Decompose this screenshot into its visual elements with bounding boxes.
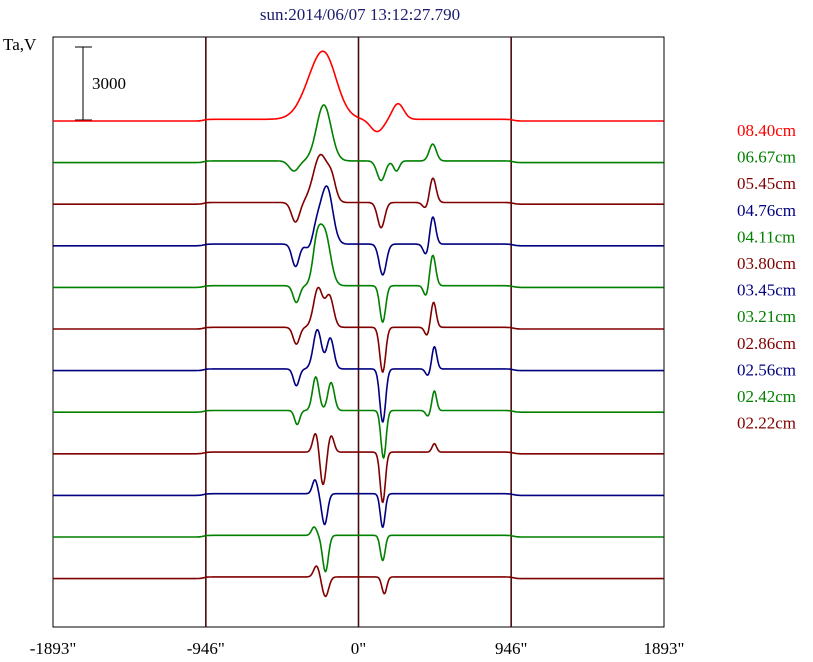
x-tick-label: -1893": [30, 639, 77, 658]
x-tick-label: 946": [495, 639, 527, 658]
series-line: [52, 526, 664, 573]
y-axis-label: Ta,V: [3, 35, 37, 54]
x-tick-label: 1893": [644, 639, 685, 658]
legend-entry: 03.80cm: [737, 254, 796, 273]
scale-bar: 3000: [75, 46, 126, 121]
series-line: [52, 286, 664, 373]
x-tick-label: -946": [187, 639, 225, 658]
series-line: [52, 565, 664, 598]
series-line: [52, 479, 664, 528]
legend-entry: 05.45cm: [737, 174, 796, 193]
series-line: [52, 376, 664, 459]
legend: 08.40cm 06.67cm 05.45cm 04.76cm 04.11cm 03.80…: [737, 121, 796, 433]
x-tick-labels: -1893" -946" 0" 946" 1893": [30, 639, 685, 658]
legend-entry: 04.76cm: [737, 201, 796, 220]
legend-entry: 02.56cm: [737, 360, 796, 379]
series-line: [52, 433, 664, 504]
vertical-gridlines: [205, 37, 512, 627]
legend-entry: 02.42cm: [737, 387, 796, 406]
legend-entry: 03.21cm: [737, 307, 796, 326]
scale-bar-label: 3000: [92, 74, 126, 93]
legend-entry: 04.11cm: [737, 227, 795, 246]
series-line: [52, 185, 664, 276]
chart-title: sun:2014/06/07 13:12:27.790: [260, 5, 460, 24]
legend-entry: 02.22cm: [737, 414, 796, 433]
legend-entry: 02.86cm: [737, 334, 796, 353]
series-lines: [52, 50, 664, 598]
series-line: [52, 223, 664, 323]
legend-entry: 06.67cm: [737, 148, 796, 167]
series-line: [52, 104, 664, 182]
series-line: [52, 329, 664, 423]
series-line: [52, 50, 664, 133]
series-line: [52, 153, 664, 229]
x-tick-label: 0": [351, 639, 366, 658]
legend-entry: 08.40cm: [737, 121, 796, 140]
legend-entry: 03.45cm: [737, 281, 796, 300]
